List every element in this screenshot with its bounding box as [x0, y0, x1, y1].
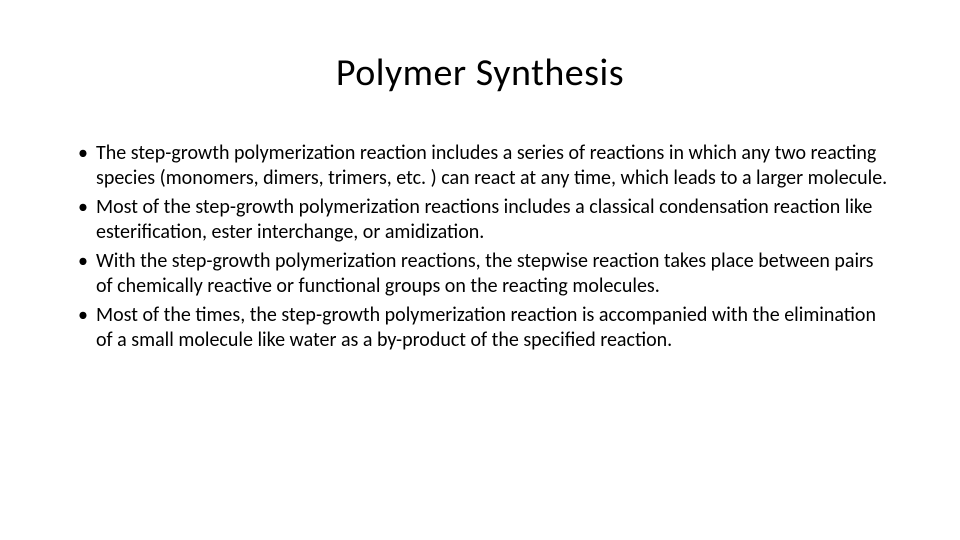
- bullet-item: With the step-growth polymerization reac…: [78, 249, 890, 299]
- bullet-item: The step-growth polymerization reaction …: [78, 141, 890, 191]
- slide-title: Polymer Synthesis: [70, 50, 890, 96]
- slide-container: Polymer Synthesis The step-growth polyme…: [0, 0, 960, 540]
- bullet-item: Most of the times, the step-growth polym…: [78, 303, 890, 353]
- bullet-list: The step-growth polymerization reaction …: [70, 141, 890, 353]
- bullet-item: Most of the step-growth polymerization r…: [78, 195, 890, 245]
